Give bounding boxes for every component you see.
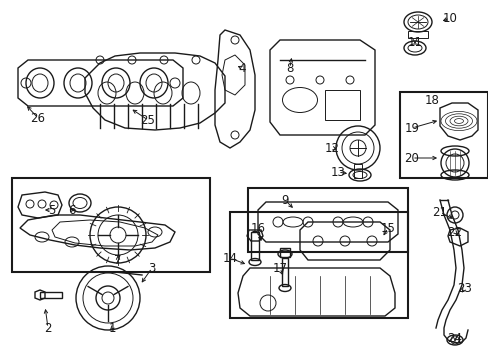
Text: 11: 11 <box>407 36 422 49</box>
Text: 23: 23 <box>457 282 471 294</box>
Text: 10: 10 <box>442 12 456 24</box>
Bar <box>250 232 259 260</box>
Text: 21: 21 <box>431 206 447 219</box>
Bar <box>399 92 487 178</box>
Text: 6: 6 <box>68 203 76 216</box>
Bar <box>407 31 427 38</box>
Bar <box>247 188 407 252</box>
Text: 14: 14 <box>222 252 237 265</box>
Text: 5: 5 <box>48 203 56 216</box>
Text: 13: 13 <box>330 166 345 179</box>
Bar <box>229 212 407 318</box>
Bar <box>325 90 359 120</box>
Bar <box>282 258 287 286</box>
Bar <box>40 292 62 298</box>
Text: 18: 18 <box>424 94 439 107</box>
Text: 9: 9 <box>281 194 288 207</box>
Text: 15: 15 <box>380 221 395 234</box>
Text: 7: 7 <box>114 253 122 266</box>
Text: 17: 17 <box>272 261 287 274</box>
Text: 25: 25 <box>140 113 155 126</box>
Text: 20: 20 <box>404 152 419 165</box>
Text: 3: 3 <box>148 261 155 274</box>
Text: 1: 1 <box>108 321 116 334</box>
Text: 26: 26 <box>30 112 45 125</box>
Bar <box>12 178 209 272</box>
Text: 2: 2 <box>44 321 52 334</box>
Text: 12: 12 <box>324 141 339 154</box>
Text: 19: 19 <box>404 122 419 135</box>
Text: 16: 16 <box>250 221 265 234</box>
Bar <box>280 248 289 257</box>
Text: 8: 8 <box>286 62 293 75</box>
Bar <box>353 164 361 178</box>
Text: 22: 22 <box>447 225 462 238</box>
Text: 24: 24 <box>447 332 462 345</box>
Text: 4: 4 <box>238 62 245 75</box>
